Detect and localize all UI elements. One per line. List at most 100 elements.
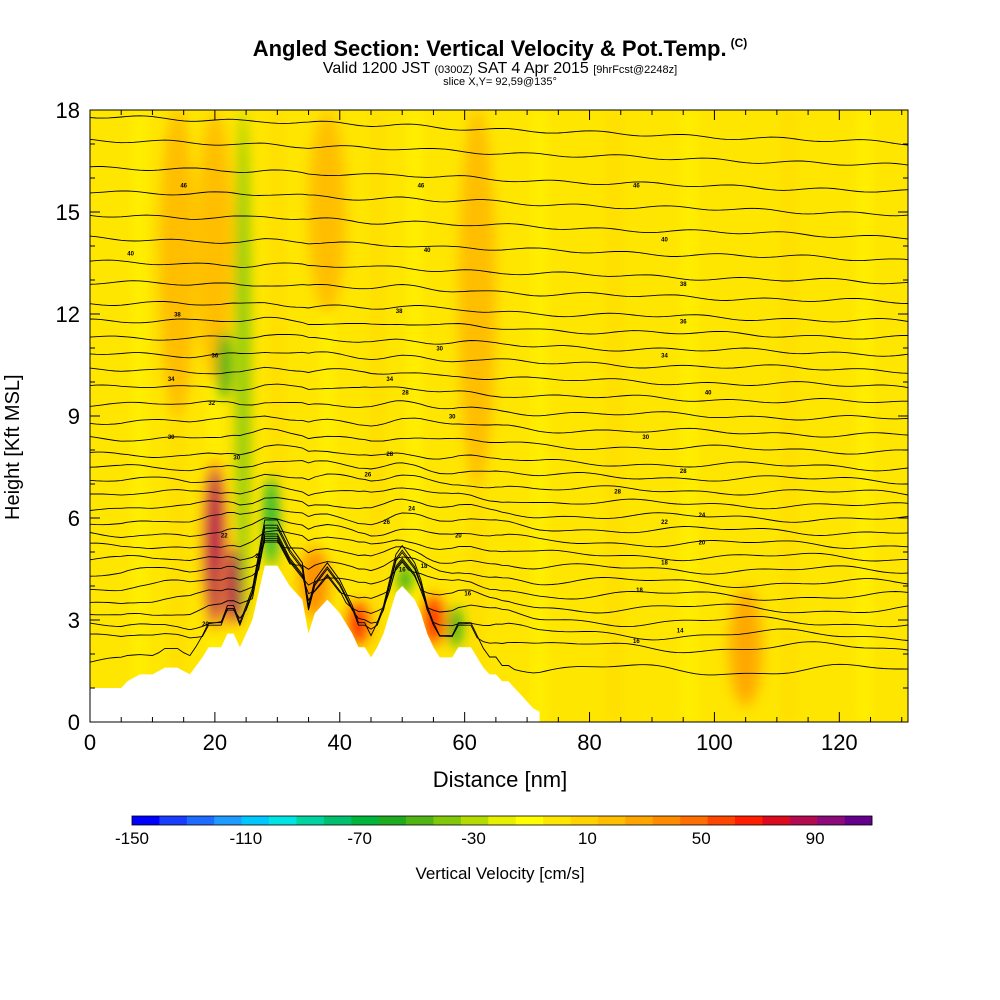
contour-label: 20	[202, 622, 209, 628]
x-tick-label: 40	[328, 730, 352, 755]
downdraft-patch	[448, 606, 463, 648]
contour-label: 16	[464, 591, 471, 597]
contour-label: 18	[661, 561, 668, 567]
vv-streak	[371, 110, 384, 722]
valid-time: Valid 1200 JST	[322, 60, 430, 77]
contour-label: 20	[699, 540, 706, 546]
colorbar-swatch	[323, 816, 352, 825]
contour-label: 22	[661, 520, 668, 526]
contour-label: 22	[221, 534, 228, 540]
x-tick-label: 100	[696, 730, 733, 755]
colorbar-swatch	[351, 816, 379, 825]
contour-label: 36	[212, 353, 219, 359]
contour-label: 40	[705, 391, 712, 397]
contour-label: 28	[402, 391, 409, 397]
colorbar-swatch	[762, 816, 791, 825]
isentrope-line	[90, 214, 908, 240]
contour-label: 34	[168, 377, 175, 383]
isentrope-line	[90, 166, 908, 193]
contour-label: 40	[424, 248, 431, 254]
updraft-core	[315, 123, 340, 301]
terrain-mask	[90, 565, 540, 722]
isentrope-line	[90, 485, 908, 510]
colorbar-swatch	[406, 816, 434, 825]
colorbar-swatch	[543, 816, 571, 825]
isentrope-line	[90, 316, 908, 340]
isentrope-line	[90, 400, 908, 421]
updraft-core	[202, 127, 227, 365]
contour-label: 34	[386, 377, 393, 383]
colorbar-swatch	[488, 816, 517, 825]
updraft-core	[733, 593, 758, 701]
contour-label: 38	[680, 282, 687, 288]
contour-label: 32	[208, 401, 215, 407]
isentrope-line	[90, 473, 908, 496]
y-tick-label: 9	[68, 404, 80, 429]
colorbar-tick-label: -30	[461, 829, 486, 848]
contour-label: 30	[449, 415, 456, 421]
vv-streak	[133, 110, 146, 722]
isentrope-line	[90, 300, 908, 323]
colorbar-swatch	[817, 816, 845, 825]
contour-label: 28	[614, 489, 621, 495]
colorbar-frame	[131, 815, 873, 826]
contour-label: 34	[661, 353, 668, 359]
contour-label: 46	[180, 183, 187, 189]
downdraft-patch	[217, 331, 232, 399]
contour-label: 24	[408, 506, 415, 512]
contour-label: 40	[661, 238, 668, 244]
colorbar-swatch	[597, 816, 626, 825]
isentrope-line	[90, 235, 908, 262]
colorbar-swatch	[570, 816, 599, 825]
x-tick-label: 60	[452, 730, 476, 755]
colorbar-tick-label: -150	[115, 829, 149, 848]
isentrope-line	[90, 383, 908, 404]
colorbar-swatch	[159, 816, 188, 825]
title-main: Angled Section: Vertical Velocity & Pot.…	[252, 36, 727, 61]
colorbar: -150 -110 -70 -30 10 50 90	[115, 815, 873, 848]
contour-label: 38	[174, 313, 181, 319]
isentrope-line	[90, 497, 908, 523]
isentrope-line	[90, 539, 908, 588]
isentrope-line	[90, 351, 908, 374]
isentrope-line	[90, 527, 908, 641]
contour-label: 46	[633, 183, 640, 189]
chart-subtitle: Valid 1200 JST (0300Z) SAT 4 Apr 2015 [9…	[0, 60, 1000, 78]
isentrope-line	[90, 537, 908, 601]
isentrope-line	[90, 259, 908, 285]
colorbar-swatch	[378, 816, 407, 825]
isentrope-line	[90, 517, 908, 549]
x-tick-label: 20	[203, 730, 227, 755]
updraft-core	[165, 129, 190, 397]
isentrope-line	[90, 508, 908, 536]
colorbar-label: Vertical Velocity [cm/s]	[415, 864, 585, 883]
isentrope-line	[90, 535, 908, 614]
downdraft-patch	[398, 565, 413, 593]
y-tick-label: 18	[56, 98, 80, 123]
isentrope-line	[90, 366, 908, 389]
updraft-core	[302, 550, 327, 616]
y-axis-label: Height [Kft MSL]	[2, 374, 24, 520]
isentrope-group	[90, 115, 908, 676]
contour-label: 28	[680, 469, 687, 475]
contour-label: 38	[396, 309, 403, 315]
contour-label: 16	[399, 568, 406, 574]
x-tick-label: 80	[577, 730, 601, 755]
colorbar-swatch	[132, 816, 160, 825]
slice-info: slice X,Y= 92,59@135°	[443, 76, 557, 88]
vv-streak	[783, 110, 796, 722]
isentrope-line	[90, 138, 908, 166]
x-tick-label: 120	[821, 730, 858, 755]
colorbar-swatch	[296, 816, 325, 825]
colorbar-swatch	[789, 816, 818, 825]
vv-streak	[608, 110, 621, 722]
contour-label: 20	[255, 554, 262, 560]
vv-streak	[683, 110, 696, 722]
colorbar-swatch	[707, 816, 736, 825]
isentrope-line	[90, 115, 908, 146]
colorbar-swatch	[652, 816, 681, 825]
contour-label: 30	[436, 347, 443, 353]
isentrope-line	[90, 519, 908, 676]
contour-label: 20	[455, 534, 462, 540]
